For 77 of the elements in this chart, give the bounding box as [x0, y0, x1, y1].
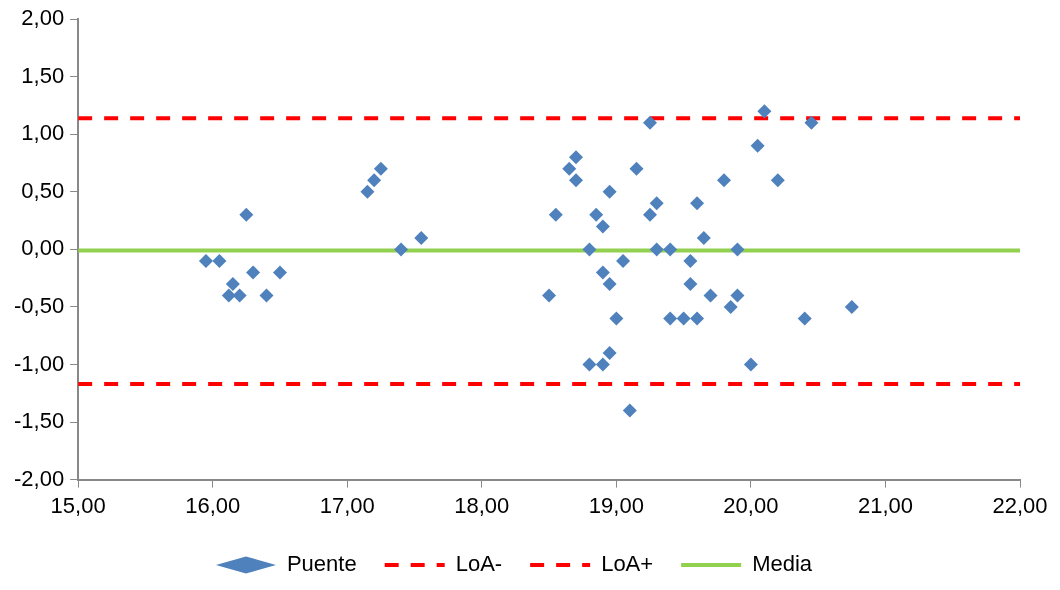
point [629, 161, 644, 176]
point [225, 276, 240, 291]
point [723, 299, 738, 314]
point [844, 299, 859, 314]
point [360, 184, 375, 199]
point [595, 265, 610, 280]
point [683, 276, 698, 291]
point [602, 276, 617, 291]
point [562, 161, 577, 176]
point [649, 242, 664, 257]
point [595, 219, 610, 234]
point [616, 253, 631, 268]
legend-label: Media [752, 551, 813, 577]
point [568, 150, 583, 165]
y-tick-label: -2,00 [13, 465, 65, 491]
point [609, 311, 624, 326]
point [642, 115, 657, 130]
point [367, 173, 382, 188]
x-tick-label: 15,00 [50, 492, 106, 518]
legend-label: Puente [286, 551, 357, 577]
x-tick-label: 17,00 [319, 492, 375, 518]
point [750, 138, 765, 153]
point [602, 345, 617, 360]
point [232, 288, 247, 303]
y-tick-label: -1,50 [13, 408, 65, 434]
point [730, 288, 745, 303]
point [770, 173, 785, 188]
point [716, 173, 731, 188]
point [663, 311, 678, 326]
x-tick-label: 20,00 [723, 492, 779, 518]
y-tick-label: 1,00 [21, 120, 65, 146]
point [690, 311, 705, 326]
point [683, 253, 698, 268]
point [198, 253, 213, 268]
point [221, 288, 236, 303]
point [568, 173, 583, 188]
y-tick-label: 0,00 [21, 235, 65, 261]
x-tick-label: 21,00 [857, 492, 913, 518]
point [642, 207, 657, 222]
x-tick-label: 18,00 [454, 492, 510, 518]
point [394, 242, 409, 257]
point [730, 242, 745, 257]
point [582, 242, 597, 257]
point [757, 104, 772, 119]
point [582, 357, 597, 372]
point [696, 230, 711, 245]
point [703, 288, 718, 303]
y-tick-label: 2,00 [21, 5, 65, 31]
y-tick-label: -0,50 [13, 293, 65, 319]
legend-label: LoA+ [601, 551, 654, 577]
y-tick-label: -1,00 [13, 350, 65, 376]
point [414, 230, 429, 245]
point [542, 288, 557, 303]
point [804, 115, 819, 130]
point [272, 265, 287, 280]
point [373, 161, 388, 176]
point [743, 357, 758, 372]
x-tick-label: 19,00 [588, 492, 644, 518]
point [676, 311, 691, 326]
point [797, 311, 812, 326]
legend-label: LoA- [455, 551, 503, 577]
point [239, 207, 254, 222]
point [602, 184, 617, 199]
point [246, 265, 261, 280]
point [622, 403, 637, 418]
point [663, 242, 678, 257]
point [589, 207, 604, 222]
y-tick-label: 1,50 [21, 62, 65, 88]
point [212, 253, 227, 268]
point [690, 196, 705, 211]
x-tick-label: 16,00 [185, 492, 241, 518]
point [548, 207, 563, 222]
y-tick-label: 0,50 [21, 177, 65, 203]
point [259, 288, 274, 303]
x-tick-label: 22,00 [992, 492, 1048, 518]
point [595, 357, 610, 372]
point [649, 196, 664, 211]
